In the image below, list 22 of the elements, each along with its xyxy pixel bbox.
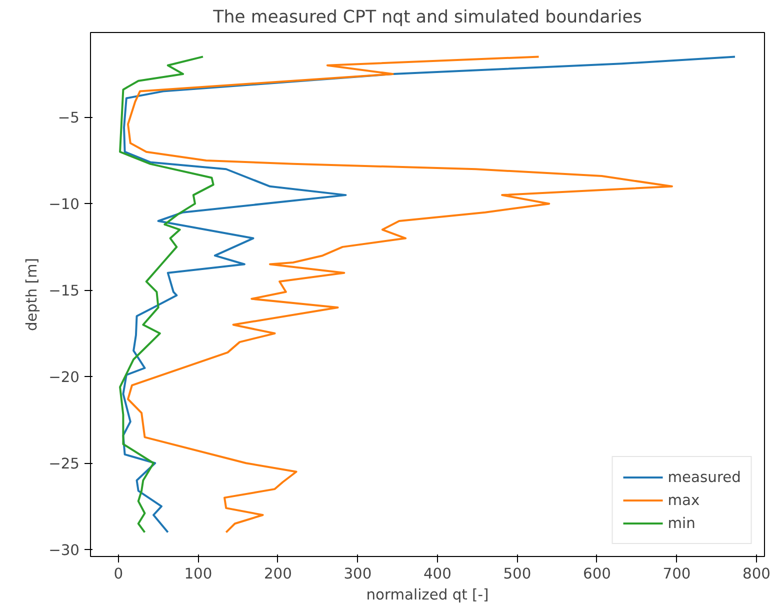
x-tick-label: 500 (503, 566, 532, 582)
x-tick-label: 700 (662, 566, 691, 582)
line-series (119, 56, 214, 534)
y-tick-label: −30 (48, 542, 80, 560)
chart-title: The measured CPT nqt and simulated boundaries (212, 8, 642, 28)
x-tick-label: 0 (114, 566, 124, 582)
y-tick-label: −5 (58, 110, 80, 127)
y-tick-label: −20 (48, 369, 80, 386)
y-axis-title: depth [m] (24, 258, 41, 332)
legend-label: measured (668, 468, 741, 486)
x-tick-label: 200 (264, 566, 292, 582)
x-tick-label: 600 (583, 566, 611, 582)
x-axis-title: normalized qt [-] (366, 586, 489, 604)
x-tick-label: 300 (344, 566, 372, 582)
legend-label: max (668, 492, 700, 508)
y-tick-label: −25 (48, 456, 80, 473)
x-tick-label: 100 (184, 566, 212, 582)
y-tick-label: −10 (48, 196, 80, 214)
x-tick-label: 400 (423, 566, 452, 582)
legend-label: min (668, 514, 696, 532)
x-tick-label: 800 (742, 566, 771, 582)
y-tick-label: −15 (48, 282, 80, 300)
